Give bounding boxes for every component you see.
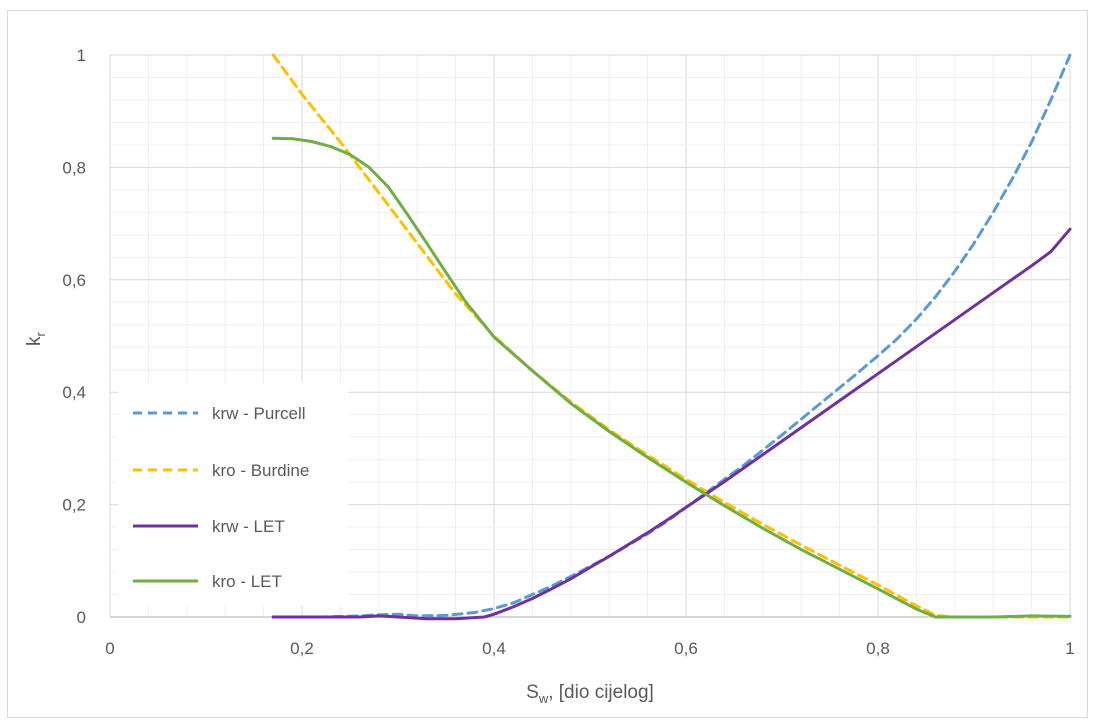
legend-entry: kro - LET bbox=[133, 572, 282, 591]
y-tick-label: 0,8 bbox=[62, 158, 86, 177]
legend-label: krw - Purcell bbox=[212, 404, 306, 423]
series-line-kro-burdine bbox=[271, 53, 1072, 619]
x-axis-title: Sw, [dio cijelog] bbox=[526, 682, 654, 706]
x-tick-label: 0,8 bbox=[866, 639, 890, 658]
series-lines bbox=[271, 53, 1072, 621]
x-tick-label: 0,4 bbox=[482, 639, 506, 658]
x-tick-label: 0,2 bbox=[290, 639, 314, 658]
legend-label: kro - LET bbox=[212, 572, 282, 591]
legend-label: krw - LET bbox=[212, 517, 285, 536]
x-tick-label: 0,6 bbox=[674, 639, 698, 658]
y-tick-label: 1 bbox=[77, 46, 86, 65]
legend-entry: krw - Purcell bbox=[133, 404, 306, 423]
series-line-krw-let bbox=[271, 227, 1072, 621]
x-tick-label: 0 bbox=[105, 639, 114, 658]
axes: 0 0,2 0,4 0,6 0,8 1 0 0,2 0,4 0,6 0,8 1 bbox=[62, 46, 1074, 658]
series-line-krw-purcell bbox=[271, 53, 1072, 619]
y-tick-label: 0,6 bbox=[62, 271, 86, 290]
series-line-kro-let bbox=[271, 136, 1072, 619]
y-tick-label: 0 bbox=[77, 608, 86, 627]
y-axis-title: kr bbox=[24, 332, 48, 347]
legend-entry: kro - Burdine bbox=[133, 461, 309, 480]
y-tick-label: 0,4 bbox=[62, 383, 86, 402]
legend-box bbox=[118, 383, 348, 605]
x-tick-label: 1 bbox=[1065, 639, 1074, 658]
y-tick-label: 0,2 bbox=[62, 496, 86, 515]
legend-label: kro - Burdine bbox=[212, 461, 309, 480]
legend: krw - Purcell kro - Burdine krw - LET kro -… bbox=[118, 383, 348, 605]
legend-entry: krw - LET bbox=[133, 517, 285, 536]
